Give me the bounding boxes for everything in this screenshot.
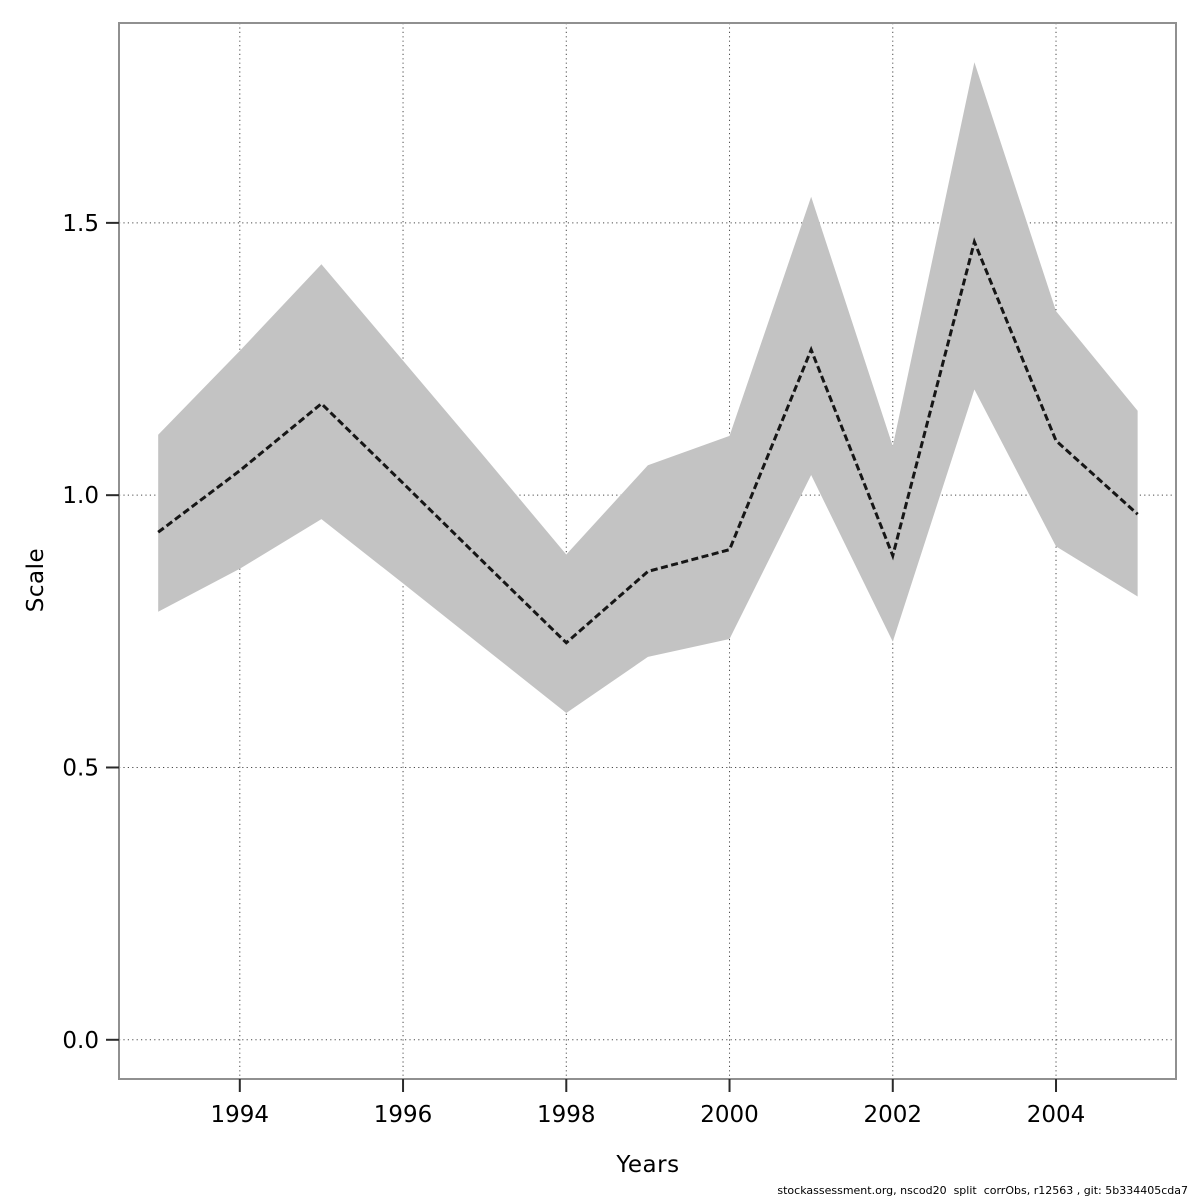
x-tick-label: 2004 [1027, 1102, 1086, 1128]
x-tick-label: 1998 [537, 1102, 596, 1128]
x-tick-label: 1994 [211, 1102, 270, 1128]
y-tick-label: 1.5 [62, 211, 99, 237]
footer-watermark: stockassessment.org, nscod20 split corrO… [777, 1184, 1188, 1197]
x-tick-label: 2000 [700, 1102, 759, 1128]
estimate-line [157, 237, 1139, 645]
y-tick-label: 1.0 [62, 483, 99, 509]
x-tick-label: 1996 [374, 1102, 433, 1128]
confidence-band [158, 62, 1138, 714]
plot-border [118, 22, 1177, 1080]
x-axis-title: Years [616, 1152, 680, 1178]
y-tick-label: 0.0 [62, 1028, 99, 1054]
y-tick-label: 0.5 [62, 755, 99, 781]
x-tick-label: 2002 [863, 1102, 922, 1128]
y-axis-title: Scale [23, 547, 49, 613]
